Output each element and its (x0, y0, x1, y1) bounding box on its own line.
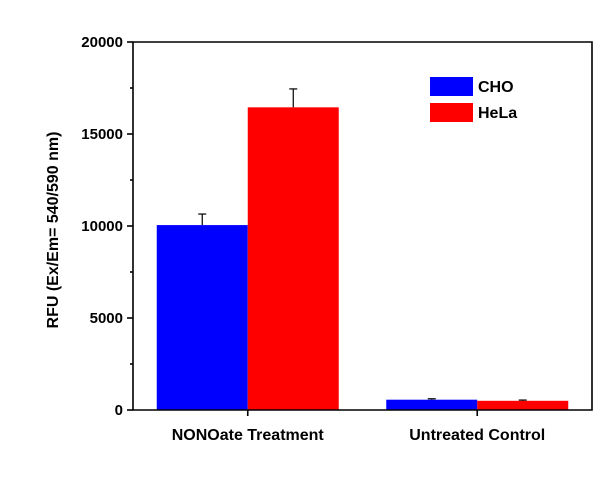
y-tick-label: 0 (115, 402, 123, 419)
bar-hela-control (477, 400, 569, 410)
plot-frame (132, 41, 593, 411)
y-tick-label: 5000 (90, 310, 123, 327)
y-tick-label: 20000 (81, 34, 123, 51)
error-bars-group (198, 88, 527, 401)
bar-cho-control (386, 399, 478, 410)
bar-cho-treatment (156, 225, 248, 410)
axes-group (132, 41, 593, 411)
bars-group (156, 107, 569, 410)
x-category-label: NONOate Treatment (172, 427, 325, 444)
x-category-label: Untreated Control (409, 427, 545, 444)
y-tick-label: 15000 (81, 126, 123, 143)
y-axis-label: RFU (Ex/Em= 540/590 nm) (45, 132, 62, 329)
legend-swatch-hela (430, 103, 473, 122)
x-ticks-group: NONOate Treatment Untreated Control (172, 410, 545, 444)
legend-label-hela: HeLa (478, 105, 517, 122)
legend: CHO HeLa (430, 77, 517, 122)
legend-swatch-cho (430, 77, 473, 96)
legend-label-cho: CHO (478, 79, 514, 96)
bar-hela-treatment (247, 107, 339, 410)
y-ticks-group: 0 5000 10000 15000 20000 (81, 34, 133, 419)
y-tick-label: 10000 (81, 218, 123, 235)
